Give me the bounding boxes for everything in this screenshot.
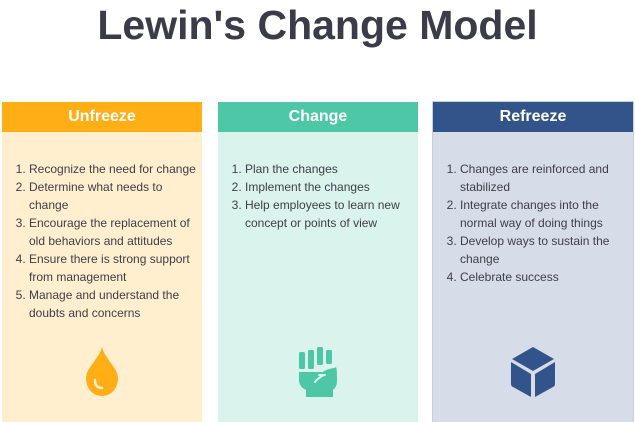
step-list: Plan the changes Implement the changes H… xyxy=(230,160,414,232)
list-item: Celebrate success xyxy=(460,268,629,286)
column-heading: Unfreeze xyxy=(2,102,202,132)
column-heading: Refreeze xyxy=(433,102,633,132)
column-unfreeze: Unfreeze Recognize the need for change D… xyxy=(2,102,202,422)
page-title: Lewin's Change Model xyxy=(97,2,538,48)
water-drop-icon xyxy=(2,345,202,404)
step-list: Changes are reinforced and stabilized In… xyxy=(445,160,629,286)
list-item: Implement the changes xyxy=(245,178,414,196)
list-item: Ensure there is strong support from mana… xyxy=(29,250,198,286)
list-item: Develop ways to sustain the change xyxy=(460,232,629,268)
list-item: Determine what needs to change xyxy=(29,178,198,214)
fist-icon xyxy=(218,345,418,404)
list-item: Help employees to learn new concept or p… xyxy=(245,196,414,232)
list-item: Recognize the need for change xyxy=(29,160,198,178)
column-change: Change Plan the changes Implement the ch… xyxy=(218,102,418,422)
list-item: Changes are reinforced and stabilized xyxy=(460,160,629,196)
list-item: Manage and understand the doubts and con… xyxy=(29,286,198,322)
list-item: Plan the changes xyxy=(245,160,414,178)
list-item: Integrate changes into the normal way of… xyxy=(460,196,629,232)
step-list: Recognize the need for change Determine … xyxy=(14,160,198,322)
list-item: Encourage the replacement of old behavio… xyxy=(29,214,198,250)
column-heading: Change xyxy=(218,102,418,132)
cube-icon xyxy=(433,345,633,404)
column-refreeze: Refreeze Changes are reinforced and stab… xyxy=(433,102,633,422)
